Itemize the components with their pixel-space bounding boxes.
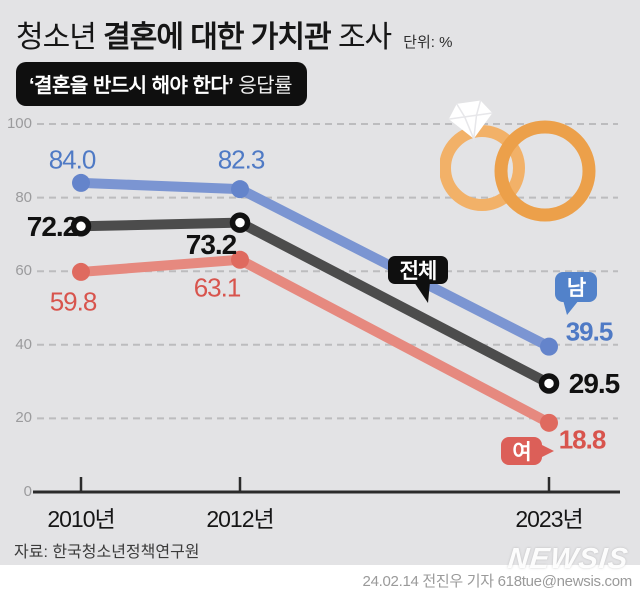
bubble-tail-icon (540, 444, 554, 458)
value-label-전체-0: 72.2 (26, 211, 78, 242)
marker-전체-1 (229, 212, 251, 233)
page-title: 청소년 결혼에 대한 가치관 조사 단위: % (16, 12, 452, 56)
y-tick-label-80: 80 (15, 188, 32, 206)
value-label-여-0: 59.8 (49, 286, 98, 317)
series-bubble-male-label: 남 (566, 277, 586, 300)
wedding-rings-icon (440, 100, 596, 222)
subtitle-badge: ‘결혼을 반드시 해야 한다’ 응답률 (16, 62, 308, 106)
value-label-남-0: 84.0 (48, 144, 97, 175)
source-label: 자료: 한국청소년정책연구원 (14, 544, 200, 561)
marker-여-0 (72, 262, 90, 281)
value-label-남-2: 39.5 (565, 316, 614, 347)
value-label-남-1: 82.3 (217, 144, 266, 175)
y-tick-label-100: 100 (6, 115, 32, 132)
bubble-tail-icon (414, 282, 430, 303)
series-bubble-total-label: 전체 (399, 260, 438, 283)
unit-label: 단위: % (403, 34, 453, 51)
marker-남-0 (72, 173, 90, 192)
ring-dark (494, 120, 596, 222)
marker-여-1 (231, 250, 249, 269)
marker-전체-2 (538, 373, 560, 394)
y-tick-label-60: 60 (15, 262, 32, 280)
series-bubble-total: 전체 (388, 256, 448, 303)
x-tick-label-1: 2012년 (206, 506, 274, 532)
ring-light (440, 125, 525, 211)
bubble-tail-icon (563, 300, 579, 315)
diamond-icon (448, 100, 493, 142)
y-tick-label-0: 0 (23, 483, 32, 500)
value-label-여-2: 18.8 (558, 424, 607, 455)
title-suffix: 조사 (330, 21, 392, 54)
subtitle-badge-question: ‘결혼을 반드시 해야 한다’ (29, 75, 234, 97)
marker-남-2 (540, 337, 558, 356)
marker-남-1 (231, 180, 249, 199)
series-bubble-male: 남 (555, 272, 597, 315)
title-bold: 결혼에 대한 가치관 (103, 21, 331, 54)
y-tick-label-20: 20 (15, 409, 32, 427)
credit-line: 24.02.14 전진우 기자 618tue@newsis.com (362, 573, 633, 590)
series-bubble-female: 여 (501, 437, 554, 465)
footer-strip (0, 565, 640, 591)
value-label-여-1: 63.1 (193, 272, 242, 303)
marker-전체-0 (70, 216, 92, 237)
x-tick-label-0: 2010년 (47, 506, 115, 532)
subtitle-badge-suffix: 응답률 (233, 75, 293, 97)
title-prefix: 청소년 (16, 21, 104, 54)
x-tick-label-2: 2023년 (515, 506, 583, 532)
y-tick-label-40: 40 (15, 335, 32, 353)
marker-여-2 (540, 413, 558, 432)
series-bubble-female-label: 여 (512, 441, 531, 464)
value-label-전체-2: 29.5 (568, 368, 620, 399)
value-label-전체-1: 73.2 (185, 229, 237, 260)
